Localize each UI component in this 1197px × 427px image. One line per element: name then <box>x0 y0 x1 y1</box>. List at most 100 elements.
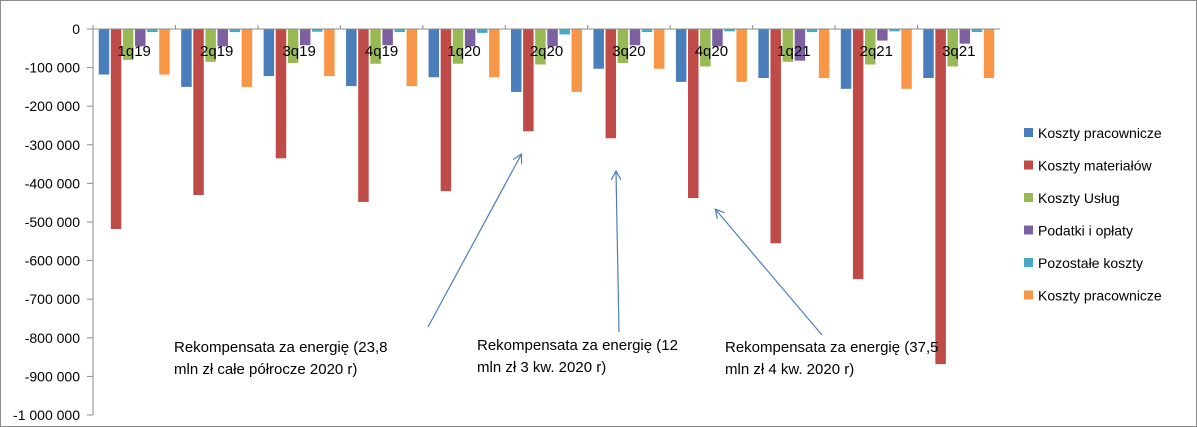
bar <box>229 29 241 33</box>
annotation-arrow <box>716 210 823 336</box>
annotation-text: mln zł 3 kw. 2020 r) <box>477 359 606 376</box>
legend-label: Pozostałe koszty <box>1038 255 1143 271</box>
legend-swatch <box>1024 193 1033 202</box>
annotation-text: Rekompensata za energię (12 <box>477 337 678 354</box>
bar <box>653 29 665 69</box>
bar <box>605 29 617 139</box>
bar <box>806 29 818 33</box>
bar <box>358 29 369 202</box>
annotations: Rekompensata za energię (23,8 mln zł całe… <box>174 337 938 378</box>
bar <box>593 29 604 69</box>
bar <box>675 29 687 82</box>
bar <box>724 29 735 32</box>
bar <box>406 29 418 87</box>
bar <box>452 29 464 64</box>
category-label: 2q20 <box>530 43 563 60</box>
y-tick-label: -900 000 <box>25 368 80 384</box>
bar <box>923 29 934 79</box>
category-label: 2q19 <box>200 43 233 60</box>
bar <box>840 29 852 89</box>
bar <box>241 29 253 87</box>
bar <box>547 29 558 47</box>
legend-swatch <box>1024 290 1033 300</box>
category-label: 3q20 <box>612 43 645 60</box>
bar <box>346 29 357 87</box>
annotation-text: Rekompensata za energię (37,5 <box>725 339 938 356</box>
legend-label: Koszty materiałów <box>1038 158 1152 174</box>
bar <box>712 29 723 47</box>
y-tick-label: -600 000 <box>25 253 80 269</box>
legend-swatch <box>1024 258 1033 267</box>
bar <box>159 29 170 75</box>
y-tick-label: -700 000 <box>25 291 80 307</box>
bar <box>629 29 641 46</box>
legend-swatch <box>1024 128 1033 137</box>
axis-lines <box>87 25 1000 416</box>
bar <box>818 29 830 79</box>
category-labels: 1q19 2q19 3q19 4q19 1q20 2q20 3q20 4q20 1q21 2q21… <box>118 43 976 60</box>
y-tick-label: 0 <box>72 21 80 37</box>
y-tick-label: -800 000 <box>25 330 80 346</box>
y-tick-label: -500 000 <box>25 214 80 230</box>
bar <box>571 29 582 92</box>
annotation-arrow <box>616 172 619 333</box>
bar <box>370 29 381 64</box>
bar <box>535 29 546 65</box>
legend-label: Koszty pracownicze <box>1038 125 1162 141</box>
category-label: 4q19 <box>365 43 398 60</box>
bar <box>382 29 393 46</box>
bar <box>98 29 110 75</box>
category-label: 2q21 <box>860 43 893 60</box>
bar <box>440 29 452 192</box>
bar <box>287 29 299 63</box>
y-tick-label: -1 000 000 <box>13 407 80 423</box>
bar <box>181 29 192 87</box>
category-label: 3q21 <box>942 43 975 60</box>
category-label: 4q20 <box>695 43 728 60</box>
legend: Koszty pracownicze Koszty materiałów Koszt… <box>1024 125 1162 304</box>
annotation-arrow <box>427 155 521 328</box>
legend-label: Koszty pracownicze <box>1038 288 1162 304</box>
category-label: 3q19 <box>282 43 315 60</box>
annotation-text: mln zł 4 kw. 2020 r) <box>725 361 854 378</box>
bar <box>983 29 995 79</box>
bar <box>782 29 794 62</box>
bar <box>641 29 653 33</box>
bar <box>312 29 323 32</box>
legend-label: Podatki i opłaty <box>1038 223 1133 239</box>
annotation-text: mln zł całe półrocze 2020 r) <box>174 361 357 378</box>
y-axis-labels: 0 -100 000 -200 000 -300 000 -400 000 -500 00… <box>13 21 80 423</box>
y-tick-label: -200 000 <box>25 98 80 114</box>
bar <box>935 29 946 365</box>
legend-swatch <box>1024 160 1033 170</box>
bar <box>428 29 440 78</box>
bar <box>889 29 900 32</box>
bar <box>217 29 228 47</box>
bar <box>523 29 534 132</box>
bar <box>205 29 216 62</box>
bar <box>617 29 629 63</box>
bar <box>193 29 204 195</box>
y-tick-label: -300 000 <box>25 137 80 153</box>
bars-layer <box>98 29 995 365</box>
bar <box>794 29 806 61</box>
bar <box>122 29 134 60</box>
bar <box>263 29 275 77</box>
category-label: 1q21 <box>777 43 810 60</box>
category-label: 1q19 <box>118 43 151 60</box>
legend-swatch <box>1024 225 1033 235</box>
bar <box>758 29 769 79</box>
bar <box>275 29 287 159</box>
annotation-arrows <box>427 155 823 336</box>
legend-label: Koszty Usług <box>1038 190 1120 206</box>
bar <box>394 29 405 33</box>
bar <box>110 29 122 229</box>
bar <box>852 29 864 280</box>
bar <box>770 29 781 244</box>
bar <box>688 29 699 199</box>
category-label: 1q20 <box>447 43 480 60</box>
bar <box>135 29 146 47</box>
y-tick-label: -100 000 <box>25 60 80 76</box>
bar <box>299 29 311 46</box>
